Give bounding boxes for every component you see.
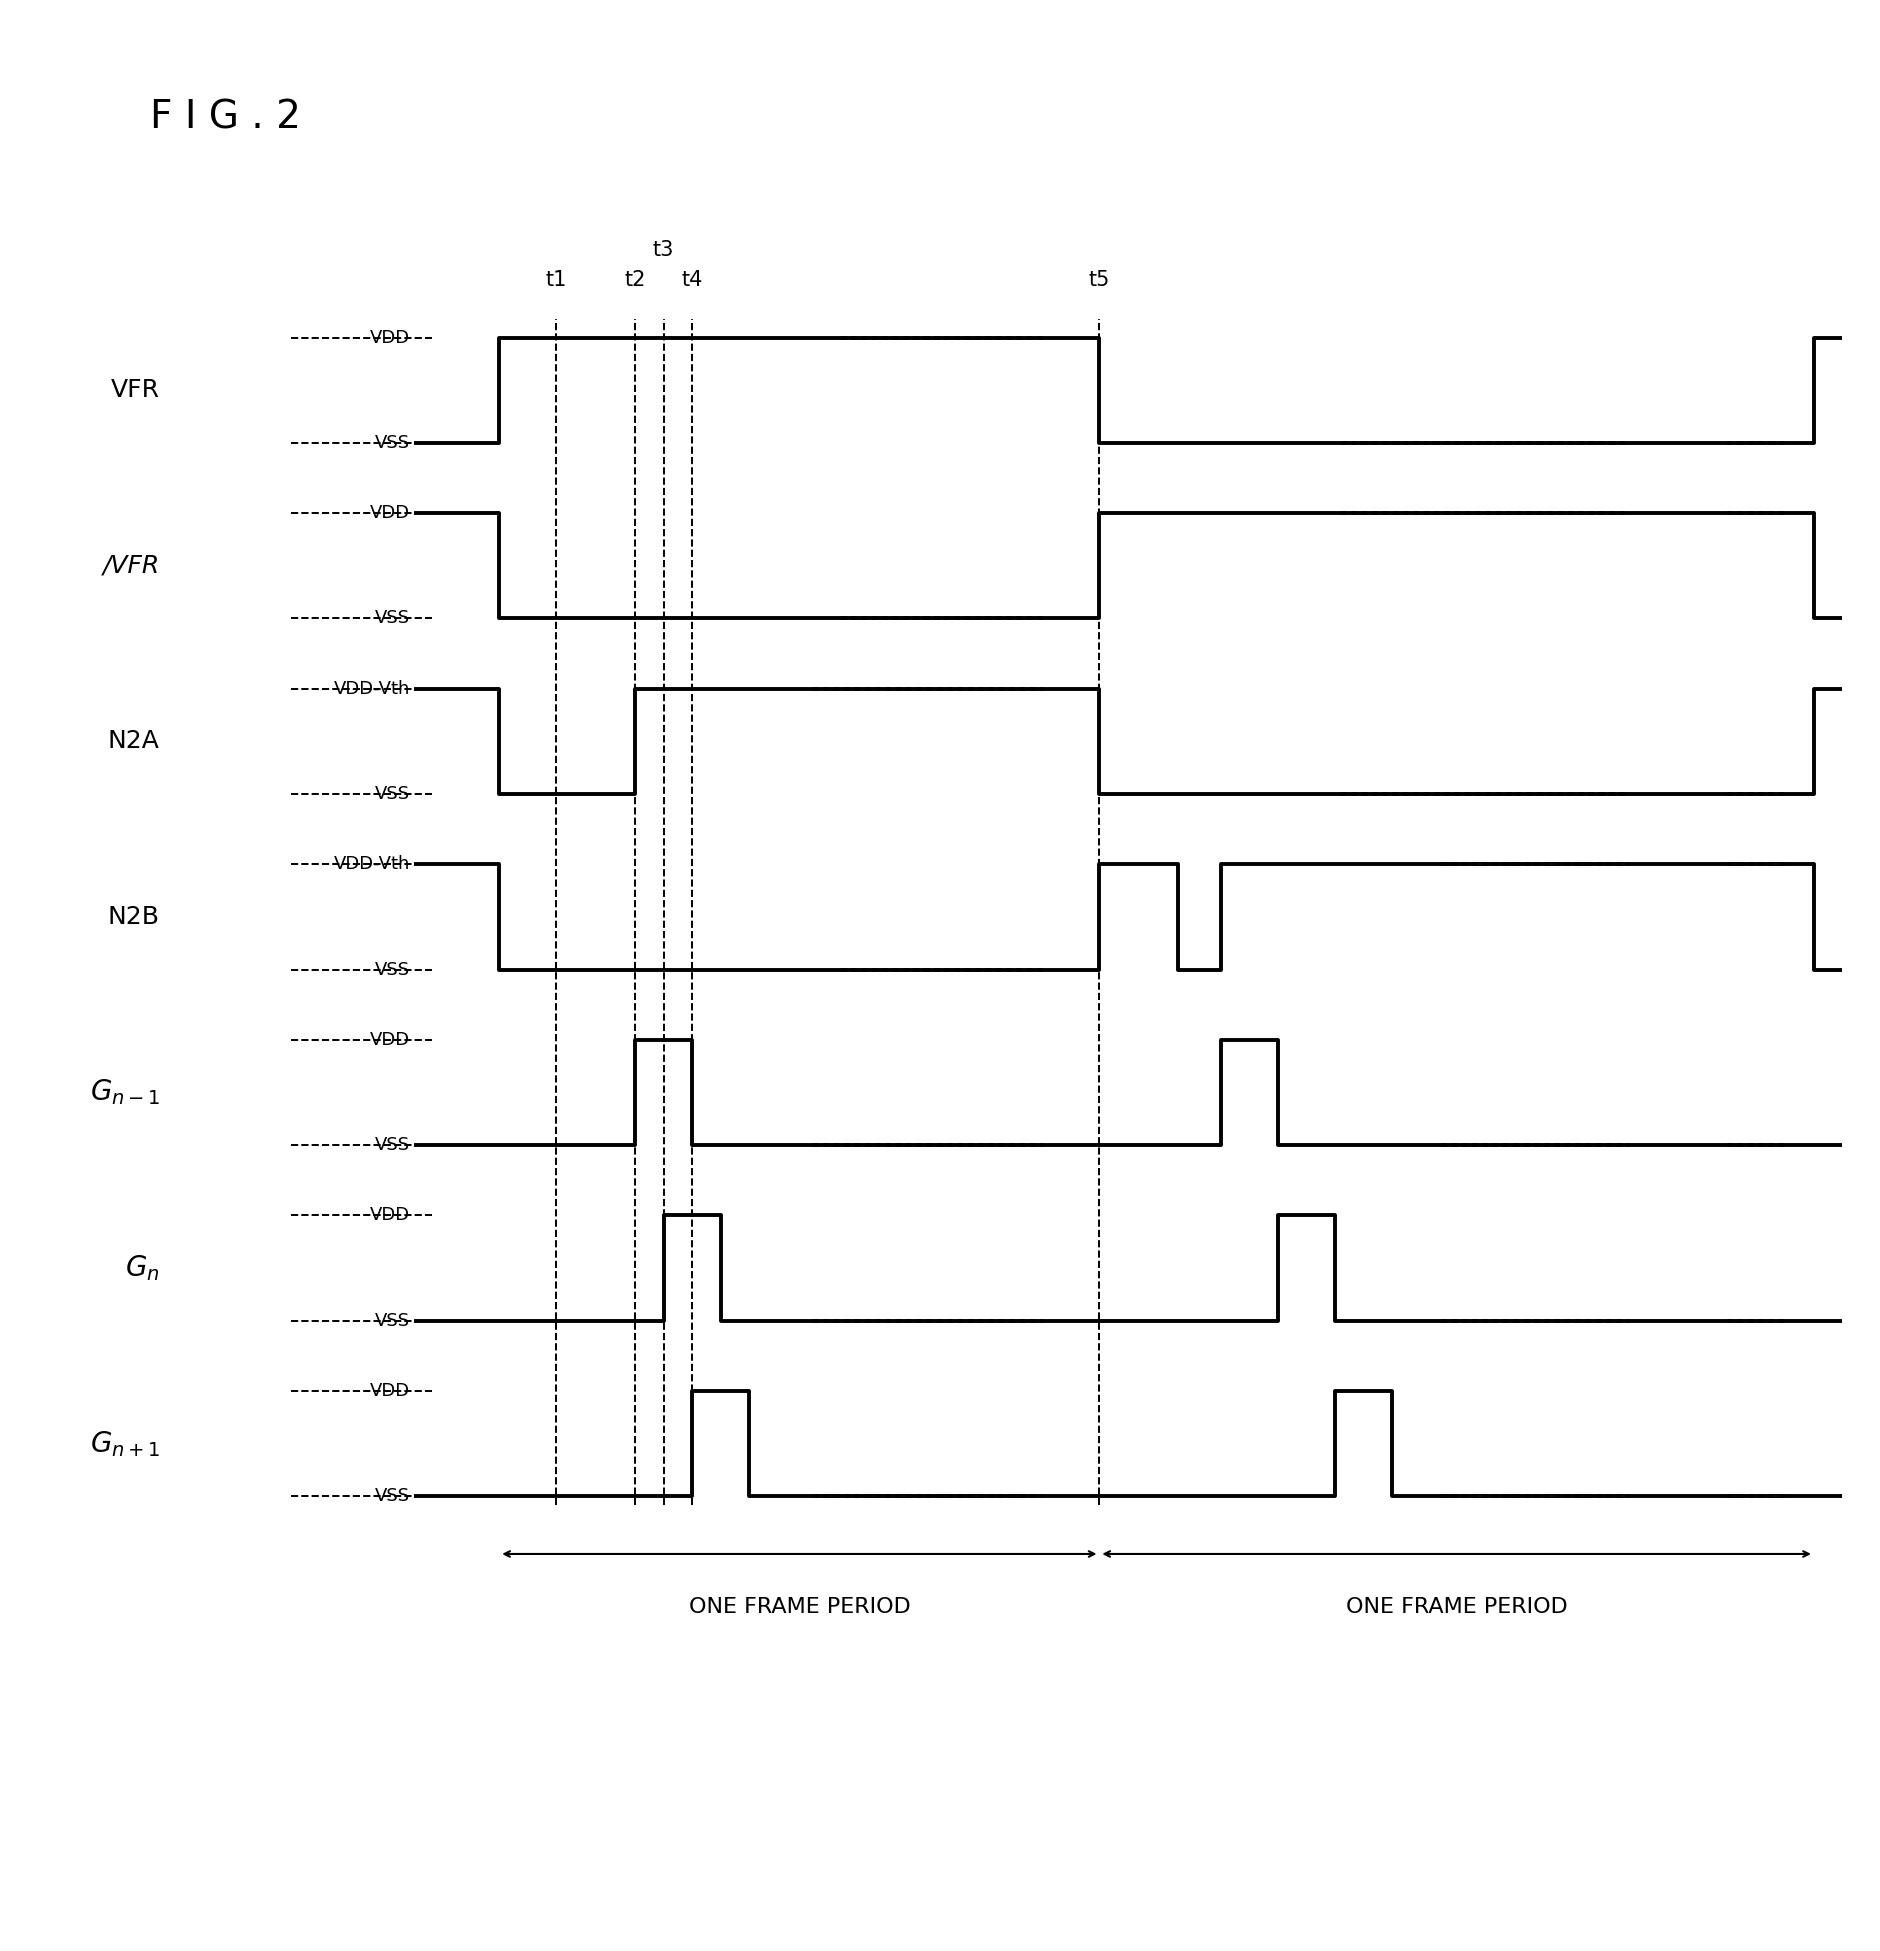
Text: F I G . 2: F I G . 2 [150,100,301,137]
Text: VSS: VSS [374,433,410,453]
Text: VDD: VDD [370,1381,410,1401]
Text: $G_n$: $G_n$ [126,1253,160,1284]
Text: VSS: VSS [374,784,410,804]
Text: VSS: VSS [374,960,410,979]
Text: $G_{n+1}$: $G_{n+1}$ [90,1428,160,1459]
Text: VSS: VSS [374,1135,410,1155]
Text: VDD: VDD [370,328,410,347]
Text: VFR: VFR [111,378,160,402]
Text: t4: t4 [682,269,703,289]
Text: ONE FRAME PERIOD: ONE FRAME PERIOD [1346,1596,1568,1617]
Text: VSS: VSS [374,1311,410,1331]
Text: N2B: N2B [107,905,160,929]
Text: VDD-Vth: VDD-Vth [333,679,410,698]
Text: VDD: VDD [370,503,410,523]
Text: $G_{n-1}$: $G_{n-1}$ [90,1077,160,1108]
Text: t3: t3 [652,240,675,259]
Text: ONE FRAME PERIOD: ONE FRAME PERIOD [688,1596,910,1617]
Text: VDD: VDD [370,1030,410,1050]
Text: t1: t1 [545,269,568,289]
Text: VSS: VSS [374,1487,410,1506]
Text: VDD: VDD [370,1206,410,1225]
Text: t2: t2 [624,269,645,289]
Text: VDD-Vth: VDD-Vth [333,855,410,874]
Text: VSS: VSS [374,609,410,628]
Text: t5: t5 [1089,269,1109,289]
Text: /VFR: /VFR [103,554,160,577]
Text: N2A: N2A [107,730,160,753]
